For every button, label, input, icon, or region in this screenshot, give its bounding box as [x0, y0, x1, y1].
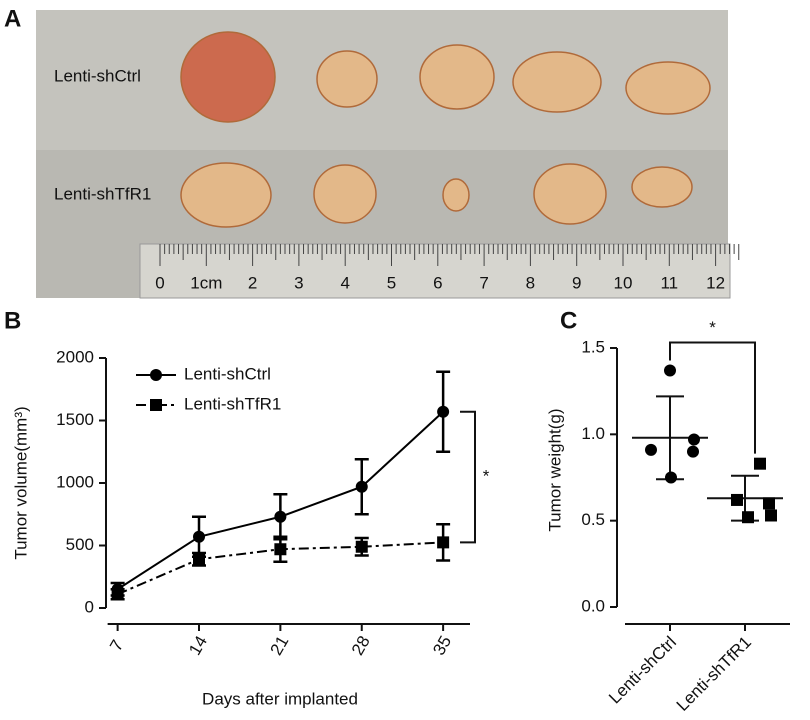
x-tick-label: Lenti-shTfR1	[673, 633, 755, 715]
data-point	[355, 480, 368, 493]
tumor	[442, 178, 470, 212]
ruler-label: 7	[479, 273, 488, 292]
panel-label: A	[4, 5, 21, 32]
tumor	[316, 50, 378, 108]
y-tick-label: 1.5	[581, 337, 605, 356]
data-point	[763, 497, 775, 510]
tumors	[180, 31, 711, 228]
x-tick-label: 14	[185, 633, 211, 659]
ruler-label: 2	[248, 273, 257, 292]
y-axis-label: Tumor volume(mm³)	[11, 406, 30, 559]
data-point	[111, 588, 124, 601]
ruler-label: 10	[614, 273, 633, 292]
y-tick-label: 0.0	[581, 596, 605, 615]
y-tick-label: 2000	[56, 347, 94, 366]
annotation: *	[483, 467, 490, 486]
y-tick-label: 1.0	[581, 424, 605, 443]
significance-bracket	[669, 341, 756, 454]
data-point	[664, 364, 676, 377]
data-point	[193, 553, 205, 566]
tumor	[180, 162, 272, 228]
tumor	[533, 163, 607, 225]
x-tick-label: 7	[106, 637, 127, 655]
data-point	[437, 536, 450, 549]
x-tick-label: 21	[267, 633, 293, 659]
tumor	[512, 51, 602, 113]
legend-marker	[150, 369, 162, 381]
ruler-label: 0	[155, 273, 164, 292]
y-axis-label: Tumor weight(g)	[545, 408, 564, 531]
data-point	[274, 510, 287, 523]
y-tick-label: 1000	[56, 472, 94, 491]
tumor	[625, 61, 711, 115]
y-tick-label: 0	[85, 597, 94, 616]
row-label: Lenti-shTfR1	[54, 184, 151, 203]
photo-shade	[36, 10, 728, 150]
y-tick-label: 0.5	[581, 510, 605, 529]
data-point	[688, 433, 700, 446]
data-point	[687, 445, 699, 458]
row-label: Lenti-shCtrl	[54, 66, 141, 85]
tumor	[419, 44, 495, 110]
data-point	[665, 471, 677, 484]
data-point	[355, 540, 368, 553]
data-point	[765, 509, 777, 522]
legend-label: Lenti-shCtrl	[184, 364, 271, 383]
x-tick-label: 35	[429, 633, 455, 659]
tumor	[180, 31, 276, 123]
ruler-label: 8	[526, 273, 535, 292]
data-point	[274, 543, 287, 556]
data-point	[193, 530, 205, 543]
data-point	[731, 493, 743, 506]
photo-panel	[36, 10, 740, 299]
data-point	[645, 443, 657, 456]
legend-label: Lenti-shTfR1	[184, 394, 281, 413]
tumor	[631, 166, 693, 208]
ruler-label: 4	[340, 273, 349, 292]
y-tick-label: 1500	[56, 410, 94, 429]
x-tick-label: 28	[348, 633, 374, 659]
ruler-label: 6	[433, 273, 442, 292]
ruler-label: 1cm	[190, 273, 222, 292]
tumor	[313, 164, 377, 224]
ruler-label: 5	[387, 273, 396, 292]
legend-marker	[150, 399, 162, 411]
significance-bracket	[460, 410, 476, 544]
panel-label: C	[560, 307, 577, 334]
data-point	[754, 457, 766, 470]
y-tick-label: 500	[66, 535, 94, 554]
x-axis-label: Days after implanted	[202, 689, 358, 708]
data-point	[742, 511, 754, 524]
ruler-label: 3	[294, 273, 303, 292]
ruler-label: 11	[660, 273, 678, 292]
ruler-label: 9	[572, 273, 581, 292]
x-tick-label: Lenti-shCtrl	[605, 633, 680, 708]
panel-label: B	[4, 307, 21, 334]
data-point	[437, 405, 450, 418]
annotation: *	[709, 318, 716, 337]
ruler-label: 12	[706, 273, 725, 292]
ruler-ticks	[159, 244, 740, 266]
